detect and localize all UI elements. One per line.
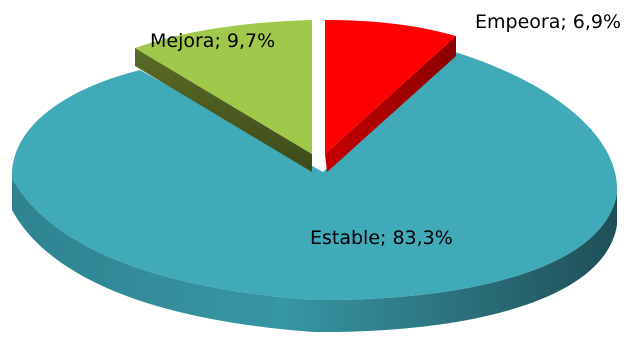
slice-empeora-side <box>325 36 456 172</box>
slice-mejora-side <box>135 48 312 172</box>
data-label-empeora: Empeora; 6,9% <box>475 11 621 33</box>
slice-empeora-top <box>325 20 456 154</box>
slice-mejora-top <box>135 20 312 154</box>
data-label-mejora: Mejora; 9,7% <box>150 30 275 52</box>
slice-estable <box>11 52 618 333</box>
slice-mejora <box>135 20 312 172</box>
data-label-estable: Estable; 83,3% <box>310 227 453 249</box>
slice-empeora <box>325 20 456 172</box>
slice-estable-top <box>11 52 618 301</box>
slice-estable-side <box>12 178 617 333</box>
